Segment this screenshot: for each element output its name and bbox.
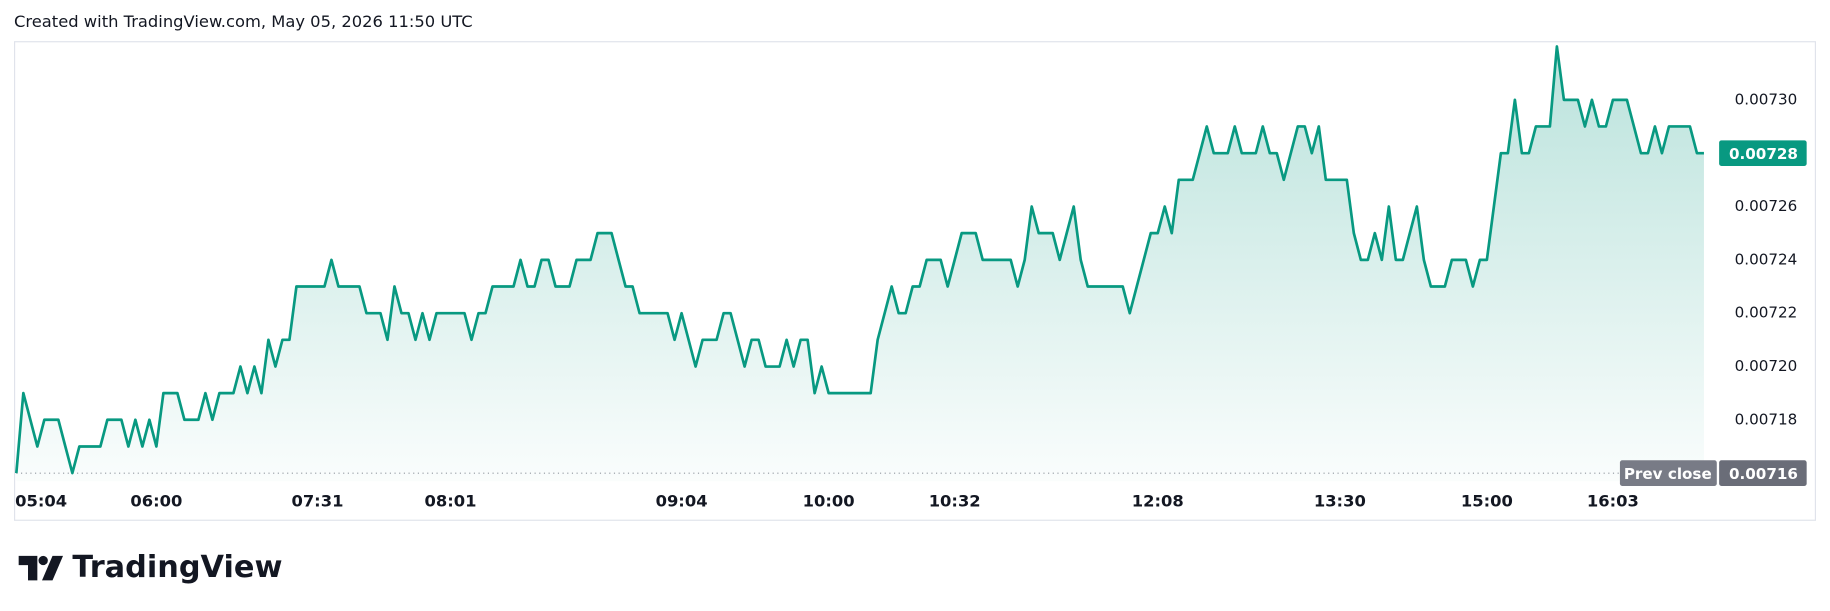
logo-icon: [42, 555, 64, 581]
y-tick-label: 0.00726: [1735, 197, 1798, 215]
x-tick-label: 10:32: [929, 492, 981, 511]
y-tick-label: 0.00720: [1735, 357, 1798, 375]
x-tick-label: 08:01: [425, 492, 477, 511]
y-tick-label: 0.00718: [1735, 410, 1798, 428]
logo: TradingView: [18, 550, 282, 585]
y-tick-label: 0.00722: [1735, 304, 1798, 322]
x-tick-label: 12:08: [1132, 492, 1184, 511]
logo-icon: [18, 555, 38, 581]
area-fill: [16, 46, 1704, 482]
x-tick-label: 10:00: [803, 492, 855, 511]
prev-close-value: 0.00716: [1729, 465, 1798, 483]
price-line: [15, 45, 1704, 475]
last-price-label: 0.00728: [1729, 145, 1798, 163]
x-tick-label: 07:31: [291, 492, 343, 511]
prev-close-value-tag: [1719, 460, 1807, 486]
x-tick-label: 09:04: [656, 492, 708, 511]
y-tick-label: 0.00730: [1735, 90, 1798, 108]
x-tick-label: 13:30: [1314, 492, 1366, 511]
x-tick-label: 15:00: [1461, 492, 1513, 511]
prev-close-tag: [1619, 460, 1717, 486]
y-tick-label: 0.00724: [1735, 250, 1798, 268]
last-price-tag: [1719, 140, 1807, 166]
plot-area: 0.00718 0.00720 0.00722 0.00724 0.00726 0.007…: [15, 45, 1807, 511]
prev-close-name: Prev close: [1624, 465, 1712, 483]
x-tick-label: 05:04: [15, 492, 67, 511]
credit: Created with TradingView.com, May 05, 20…: [14, 12, 473, 31]
x-tick-label: 06:00: [130, 492, 182, 511]
logo-text: TradingView: [72, 550, 282, 585]
x-tick-label: 16:03: [1587, 492, 1639, 511]
logo-icon: [38, 555, 48, 566]
chart-frame: [14, 41, 1816, 521]
